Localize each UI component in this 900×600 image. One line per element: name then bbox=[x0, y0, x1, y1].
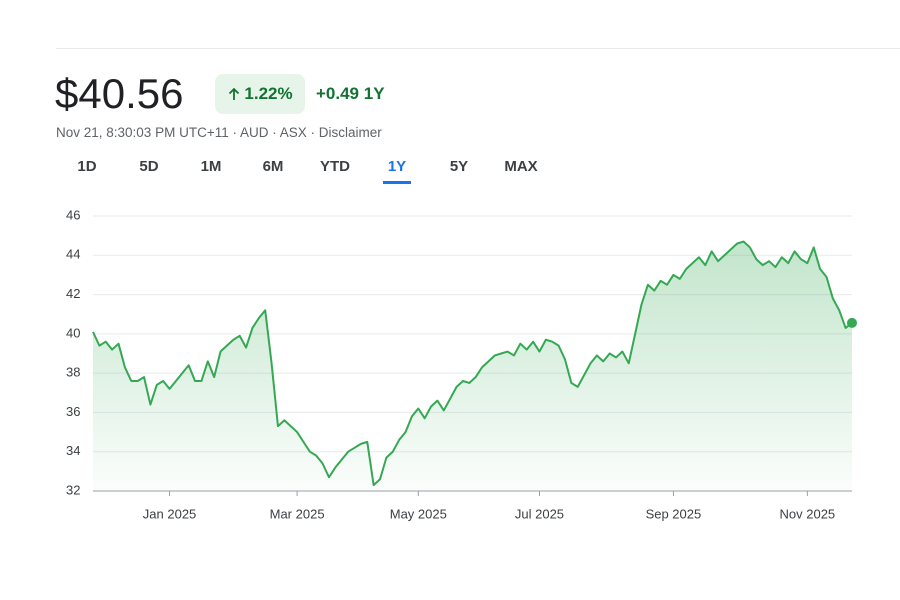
x-tick-label: Nov 2025 bbox=[780, 506, 836, 521]
x-tick-label: May 2025 bbox=[390, 506, 447, 521]
info: Nov 21, 8:30:03 PM UTC+11 · AUD · ASX · … bbox=[56, 125, 382, 140]
x-tick-label: Jan 2025 bbox=[143, 506, 197, 521]
price: $40.56 bbox=[55, 70, 184, 117]
price-line bbox=[92, 240, 853, 487]
change-pill: 1.22% bbox=[215, 74, 305, 114]
up-arrow bbox=[229, 87, 240, 100]
divider bbox=[56, 48, 900, 49]
range-tab[interactable]: 1D bbox=[56, 156, 118, 182]
range-label[interactable]: 5Y bbox=[449, 158, 469, 175]
range-tab[interactable]: 5D bbox=[118, 156, 180, 182]
y-tick-label: 46 bbox=[66, 207, 80, 222]
y-tick-label: 40 bbox=[66, 325, 80, 340]
range-label[interactable]: 5D bbox=[139, 158, 159, 175]
range-label[interactable]: MAX bbox=[504, 158, 538, 175]
range-tab[interactable]: 1Y bbox=[366, 156, 428, 184]
range-tabs: 1D 5D 1M 6M YTD 1Y 5Y MAX bbox=[56, 156, 552, 184]
area bbox=[93, 241, 852, 491]
chart: 32 34 36 38 40 42 44 46 Jan 2025 Mar 2025 May 2025… bbox=[66, 207, 857, 521]
x-tick-label: Jul 2025 bbox=[515, 506, 564, 521]
last-point bbox=[847, 317, 857, 328]
range-tab[interactable]: 5Y bbox=[428, 156, 490, 182]
y-tick-label: 36 bbox=[66, 404, 80, 419]
range-tab[interactable]: MAX bbox=[490, 156, 552, 182]
change: +0.49 1Y bbox=[316, 84, 385, 103]
range-label[interactable]: 6M bbox=[262, 158, 284, 175]
y-tick-label: 44 bbox=[66, 247, 80, 262]
y-tick-label: 32 bbox=[66, 482, 80, 497]
range-label[interactable]: 1Y bbox=[382, 158, 412, 184]
range-label[interactable]: 1M bbox=[200, 158, 222, 175]
change-percent: 1.22% bbox=[244, 84, 293, 103]
range-tab[interactable]: 1M bbox=[180, 156, 242, 182]
range-label[interactable]: YTD bbox=[320, 158, 350, 175]
range-label[interactable]: 1D bbox=[77, 158, 97, 175]
y-tick-label: 34 bbox=[66, 443, 80, 458]
y-tick-label: 42 bbox=[66, 286, 80, 301]
range-tab[interactable]: 6M bbox=[242, 156, 304, 182]
y-tick-label: 38 bbox=[66, 365, 80, 380]
x-tick-label: Sep 2025 bbox=[646, 506, 702, 521]
x-tick-label: Mar 2025 bbox=[270, 506, 325, 521]
range-tab[interactable]: YTD bbox=[304, 156, 366, 182]
